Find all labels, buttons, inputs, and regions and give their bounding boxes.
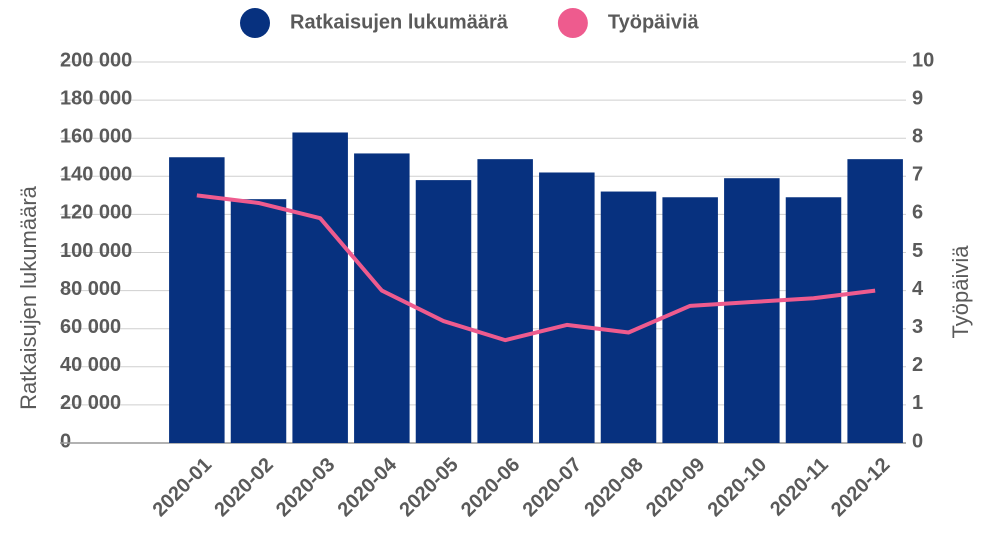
x-tick-label: 2020-07 xyxy=(519,454,586,521)
legend-label: Ratkaisujen lukumäärä xyxy=(290,11,509,33)
y2-tick-label: 9 xyxy=(912,87,923,109)
y2-tick-label: 0 xyxy=(912,430,923,452)
y-tick-label: 120 000 xyxy=(60,202,132,224)
bar xyxy=(169,157,225,443)
x-tick-label: 2020-01 xyxy=(149,454,216,521)
y2-tick-label: 3 xyxy=(912,316,923,338)
x-tick-label: 2020-02 xyxy=(210,454,277,521)
bar xyxy=(600,191,657,443)
y2-tick-label: 5 xyxy=(912,240,923,262)
y2-axis-title: Työpäiviä xyxy=(948,245,973,339)
bar xyxy=(785,197,842,443)
legend-marker xyxy=(557,8,588,38)
y-tick-label: 0 xyxy=(60,430,71,452)
y-tick-label: 40 000 xyxy=(60,354,121,376)
y-tick-label: 100 000 xyxy=(60,240,132,262)
y2-tick-label: 8 xyxy=(912,125,923,147)
x-tick-label: 2020-06 xyxy=(457,454,524,521)
y2-tick-label: 1 xyxy=(912,392,923,414)
y-tick-label: 200 000 xyxy=(60,49,132,71)
x-tick-label: 2020-05 xyxy=(395,454,462,521)
y-tick-label: 20 000 xyxy=(60,392,121,414)
legend-marker xyxy=(240,8,270,38)
y-tick-label: 80 000 xyxy=(60,278,121,300)
bar xyxy=(292,132,348,444)
bar xyxy=(662,197,718,443)
bar xyxy=(230,199,287,443)
x-tick-label: 2020-03 xyxy=(272,454,339,521)
y2-tick-label: 4 xyxy=(912,278,924,300)
x-tick-label: 2020-12 xyxy=(827,454,894,521)
x-tick-label: 2020-09 xyxy=(642,454,709,521)
line xyxy=(196,193,876,343)
x-tick-label: 2020-10 xyxy=(704,454,771,521)
y2-tick-label: 6 xyxy=(912,202,923,224)
y2-tick-label: 10 xyxy=(912,49,934,71)
y-axis-title: Ratkaisujen lukumäärä xyxy=(16,185,41,410)
bar xyxy=(539,172,595,444)
y2-tick-label: 2 xyxy=(912,354,923,376)
bar xyxy=(847,159,903,443)
bar xyxy=(724,178,780,443)
y2-tick-label: 7 xyxy=(912,164,923,186)
y-tick-label: 160 000 xyxy=(60,125,132,147)
x-tick-label: 2020-11 xyxy=(766,454,833,521)
x-tick-label: 2020-08 xyxy=(580,454,647,521)
legend-label: Työpäiviä xyxy=(608,11,700,33)
y-tick-label: 60 000 xyxy=(60,316,121,338)
bar xyxy=(477,159,533,443)
y-tick-label: 180 000 xyxy=(60,87,132,109)
x-tick-label: 2020-04 xyxy=(334,453,402,521)
y-tick-label: 140 000 xyxy=(60,164,132,186)
